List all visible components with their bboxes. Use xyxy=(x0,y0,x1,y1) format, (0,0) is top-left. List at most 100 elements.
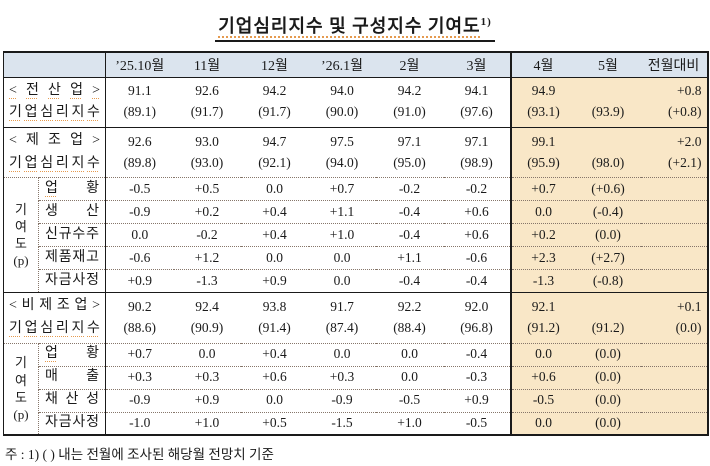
month-cell: +0.2 xyxy=(173,200,241,224)
may-cell: (98.0) xyxy=(575,126,641,178)
month-cell: 94.2 (91.7) xyxy=(240,76,309,128)
apr-cell: 0.0 xyxy=(509,200,576,224)
col-header-mom: 전월대비 xyxy=(640,52,708,78)
may-cell: (91.2) xyxy=(575,292,641,344)
col-header-oct25: ’25.10월 xyxy=(105,52,174,78)
apr-cell: +0.6 xyxy=(509,365,576,390)
month-cell: -0.2 xyxy=(375,177,444,201)
table-header-row: ’25.10월 11월 12월 ’26.1월 2월 3월 4월 5월 전월대비 xyxy=(3,52,708,78)
may-cell: (0.0) xyxy=(575,342,641,367)
may-cell: (-0.4) xyxy=(575,200,641,224)
month-cell: +0.6 xyxy=(443,223,511,247)
apr-cell: +0.2 xyxy=(509,223,576,247)
month-cell: +0.7 xyxy=(105,342,174,367)
month-cell: 0.0 xyxy=(308,342,376,367)
month-cell: 97.1 (98.9) xyxy=(443,126,511,178)
title-footnote-ref: 1) xyxy=(480,16,492,28)
may-cell: (93.9) xyxy=(575,76,641,128)
may-cell: (0.0) xyxy=(575,365,641,390)
month-cell: +0.3 xyxy=(308,365,376,390)
month-cell: -0.4 xyxy=(375,223,444,247)
apr-cell: -1.3 xyxy=(509,269,576,293)
month-cell: 0.0 xyxy=(375,365,444,390)
month-cell: -0.4 xyxy=(443,342,511,367)
col-header-jan26: ’26.1월 xyxy=(308,52,376,78)
apr-cell: +0.7 xyxy=(509,177,576,201)
mom-cell xyxy=(640,388,708,413)
row-label-line1: < 비 제 조 업 > xyxy=(9,298,100,314)
month-cell: +0.5 xyxy=(240,411,309,436)
apr-cell: 0.0 xyxy=(509,342,576,367)
month-cell: 93.0 (93.0) xyxy=(173,126,241,178)
title-underline: 기업심리지수 및 구성지수 기여도1) xyxy=(215,12,495,42)
col-header-feb: 2월 xyxy=(375,52,444,78)
month-cell: 92.6 (89.8) xyxy=(105,126,174,178)
month-cell: -0.2 xyxy=(173,223,241,247)
month-cell: +1.0 xyxy=(173,411,241,436)
month-cell: +1.2 xyxy=(173,246,241,270)
mom-cell xyxy=(640,223,708,247)
month-cell: 0.0 xyxy=(105,223,174,247)
month-cell: 94.1 (97.6) xyxy=(443,76,511,128)
month-cell: -1.5 xyxy=(308,411,376,436)
month-cell: 0.0 xyxy=(308,246,376,270)
mom-cell xyxy=(640,246,708,270)
month-cell: 97.5 (94.0) xyxy=(308,126,376,178)
month-cell: -0.4 xyxy=(443,269,511,293)
may-cell: (+0.6) xyxy=(575,177,641,201)
month-cell: 0.0 xyxy=(308,269,376,293)
month-cell: +0.9 xyxy=(240,269,309,293)
month-cell: +1.1 xyxy=(375,246,444,270)
month-cell: 0.0 xyxy=(240,388,309,413)
month-cell: -0.3 xyxy=(443,365,511,390)
month-cell: 0.0 xyxy=(240,246,309,270)
month-cell: 92.0 (96.8) xyxy=(443,292,511,344)
month-cell: -1.0 xyxy=(105,411,174,436)
footnote: 주 : 1) ( ) 내는 전월에 조사된 해당월 전망치 기준 xyxy=(5,447,274,463)
mom-cell xyxy=(640,411,708,436)
month-cell: -0.4 xyxy=(375,200,444,224)
month-cell: 91.1 (89.1) xyxy=(105,76,174,128)
month-cell: 97.1 (95.0) xyxy=(375,126,444,178)
month-cell: -1.3 xyxy=(173,269,241,293)
mom-cell xyxy=(640,269,708,293)
month-cell: 93.8 (91.4) xyxy=(240,292,309,344)
month-cell: 91.7 (87.4) xyxy=(308,292,376,344)
month-cell: 92.6 (91.7) xyxy=(173,76,241,128)
title-text: 기업심리지수 및 구성지수 기여도 xyxy=(218,16,481,36)
month-cell: +1.0 xyxy=(308,223,376,247)
col-header-nov: 11월 xyxy=(173,52,241,78)
month-cell: 90.2 (88.6) xyxy=(105,292,174,344)
month-cell: +0.9 xyxy=(173,388,241,413)
month-cell: +1.1 xyxy=(308,200,376,224)
month-cell: 0.0 xyxy=(173,342,241,367)
month-cell: -0.2 xyxy=(443,177,511,201)
month-cell: +0.3 xyxy=(173,365,241,390)
month-cell: -0.9 xyxy=(308,388,376,413)
month-cell: +0.6 xyxy=(443,200,511,224)
month-cell: -0.6 xyxy=(105,246,174,270)
month-cell: +0.5 xyxy=(173,177,241,201)
row-label-line1: < 전 산 업 > xyxy=(9,82,100,98)
apr-cell: 0.0 xyxy=(509,411,576,436)
